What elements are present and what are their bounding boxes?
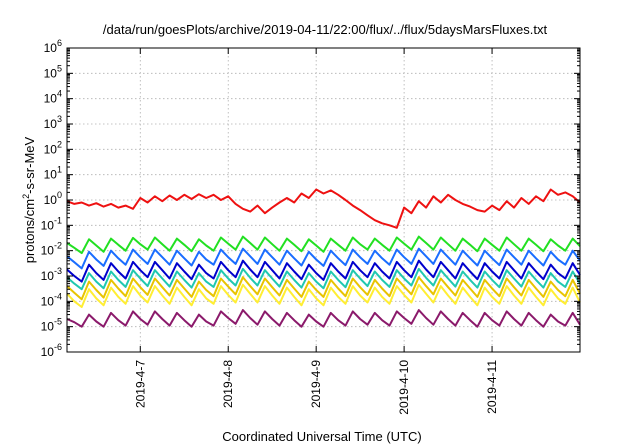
y-tick-label: 10-1: [41, 215, 62, 232]
x-axis: 2019-4-7 2019-4-8 2019-4-9 2019-4-10 2019-4-…: [133, 48, 499, 415]
y-axis-label-exponent: 2: [21, 194, 31, 199]
series-line: [66, 267, 581, 291]
x-axis-label: Coordinated Universal Time (UTC): [222, 429, 421, 444]
y-tick-base: 10: [41, 294, 55, 308]
y-tick-label: 106: [44, 38, 62, 55]
series-line: [66, 276, 581, 301]
y-tick-label: 10-4: [41, 291, 62, 308]
y-tick-base: 10: [41, 244, 55, 258]
series-line: [66, 235, 581, 255]
series-line: [66, 309, 581, 328]
series-line: [66, 188, 581, 229]
x-tick-label: 2019-4-9: [309, 360, 323, 408]
y-tick-base: 10: [41, 218, 55, 232]
y-tick-label: 10-5: [41, 317, 62, 334]
y-tick-exponent: 1: [57, 165, 62, 175]
y-tick-exponent: -1: [54, 215, 62, 225]
y-tick-exponent: 4: [57, 89, 62, 99]
y-tick-exponent: 2: [57, 139, 62, 149]
y-tick-base: 10: [44, 41, 58, 55]
series-line: [66, 259, 581, 283]
y-tick-label: 104: [44, 89, 62, 106]
y-tick-base: 10: [41, 269, 55, 283]
x-tick-label: 2019-4-7: [133, 360, 147, 408]
y-tick-base: 10: [44, 142, 58, 156]
y-tick-exponent: 5: [57, 63, 62, 73]
y-axis-label-rest: -s-sr-MeV: [22, 136, 37, 193]
y-tick-label: 10-2: [41, 241, 62, 258]
y-axis: 10610510410310210110010-110-210-310-410-…: [41, 38, 580, 359]
series-line: [66, 247, 581, 270]
y-tick-label: 10-3: [41, 266, 62, 283]
y-tick-base: 10: [44, 193, 58, 207]
y-tick-label: 102: [44, 139, 62, 156]
y-tick-label: 100: [44, 190, 62, 207]
y-axis-label-base: protons/cm: [22, 199, 37, 263]
y-tick-label: 103: [44, 114, 62, 131]
y-tick-label: 101: [44, 165, 62, 182]
series-layer: [66, 188, 581, 328]
y-tick-base: 10: [44, 117, 58, 131]
y-tick-exponent: -5: [54, 317, 62, 327]
y-tick-label: 105: [44, 63, 62, 80]
y-tick-base: 10: [41, 320, 55, 334]
y-tick-base: 10: [41, 345, 55, 359]
y-tick-base: 10: [44, 66, 58, 80]
x-tick-label: 2019-4-10: [397, 360, 411, 415]
chart-title: /data/run/goesPlots/archive/2019-04-11/2…: [103, 22, 548, 37]
y-tick-exponent: -6: [54, 342, 62, 352]
y-axis-label: protons/cm2-s-sr-MeV: [21, 136, 37, 263]
y-tick-exponent: -2: [54, 241, 62, 251]
x-tick-label: 2019-4-11: [485, 360, 499, 414]
y-tick-exponent: -4: [54, 291, 62, 301]
y-tick-exponent: 6: [57, 38, 62, 48]
y-tick-base: 10: [44, 168, 58, 182]
series-line: [66, 283, 581, 308]
y-tick-exponent: 3: [57, 114, 62, 124]
y-tick-label: 10-6: [41, 342, 62, 359]
x-tick-label: 2019-4-8: [221, 360, 235, 408]
y-tick-base: 10: [44, 92, 58, 106]
y-tick-exponent: 0: [57, 190, 62, 200]
y-tick-exponent: -3: [54, 266, 62, 276]
